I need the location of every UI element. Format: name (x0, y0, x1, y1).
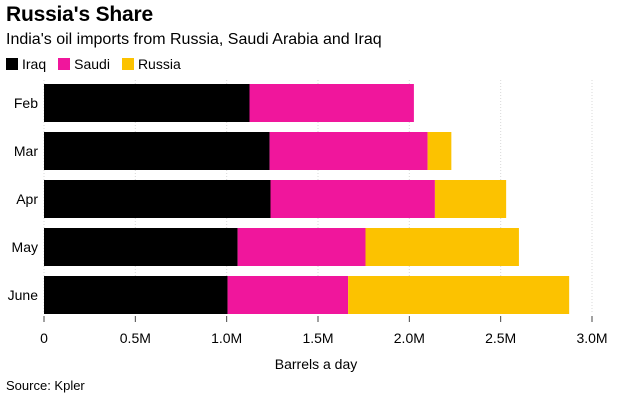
bar-saudi-mar (269, 132, 428, 170)
legend-swatch-russia (121, 58, 134, 70)
category-label: Feb (14, 95, 38, 111)
x-tick-label: 1.5M (302, 330, 333, 346)
bar-iraq-june (44, 276, 228, 314)
category-label: May (12, 239, 38, 255)
bar-iraq-may (44, 228, 238, 266)
bar-iraq-apr (44, 180, 271, 218)
bar-saudi-june (227, 276, 349, 314)
legend-item-saudi: Saudi (58, 56, 110, 72)
chart-title: Russia's Share (6, 3, 153, 26)
x-tick-label: 3.0M (576, 330, 607, 346)
bar-saudi-apr (270, 180, 435, 218)
x-tick-label: 0 (40, 330, 48, 346)
legend-label-saudi: Saudi (74, 56, 110, 72)
legend-item-iraq: Iraq (6, 56, 46, 72)
bar-russia-may (365, 228, 519, 266)
legend-label-iraq: Iraq (22, 56, 47, 72)
bar-saudi-feb (249, 84, 414, 122)
source-note: Source: Kpler (6, 378, 85, 393)
bar-saudi-may (237, 228, 366, 266)
bar-iraq-mar (44, 132, 270, 170)
category-label: June (8, 287, 39, 303)
bar-iraq-feb (44, 84, 250, 122)
bar-russia-apr (434, 180, 507, 218)
x-tick-label: 1.0M (211, 330, 242, 346)
x-tick-label: 2.5M (485, 330, 516, 346)
x-tick-label: 2.0M (394, 330, 425, 346)
category-labels: Feb Mar Apr May June (8, 95, 39, 303)
legend: Iraq Saudi Russia (6, 56, 193, 72)
legend-label-russia: Russia (137, 56, 181, 72)
bars (44, 84, 570, 314)
legend-swatch-saudi (58, 58, 71, 70)
category-label: Apr (16, 191, 38, 207)
x-axis-title: Barrels a day (275, 356, 357, 372)
bar-russia-mar (427, 132, 452, 170)
chart-subtitle: India's oil imports from Russia, Saudi A… (6, 31, 382, 48)
legend-item-russia: Russia (121, 56, 181, 72)
x-axis-ticks: 0 0.5M 1.0M 1.5M 2.0M 2.5M 3.0M (40, 316, 608, 346)
x-tick-label: 0.5M (120, 330, 151, 346)
category-label: Mar (14, 143, 38, 159)
bar-russia-june (348, 276, 570, 314)
legend-swatch-iraq (6, 58, 18, 70)
